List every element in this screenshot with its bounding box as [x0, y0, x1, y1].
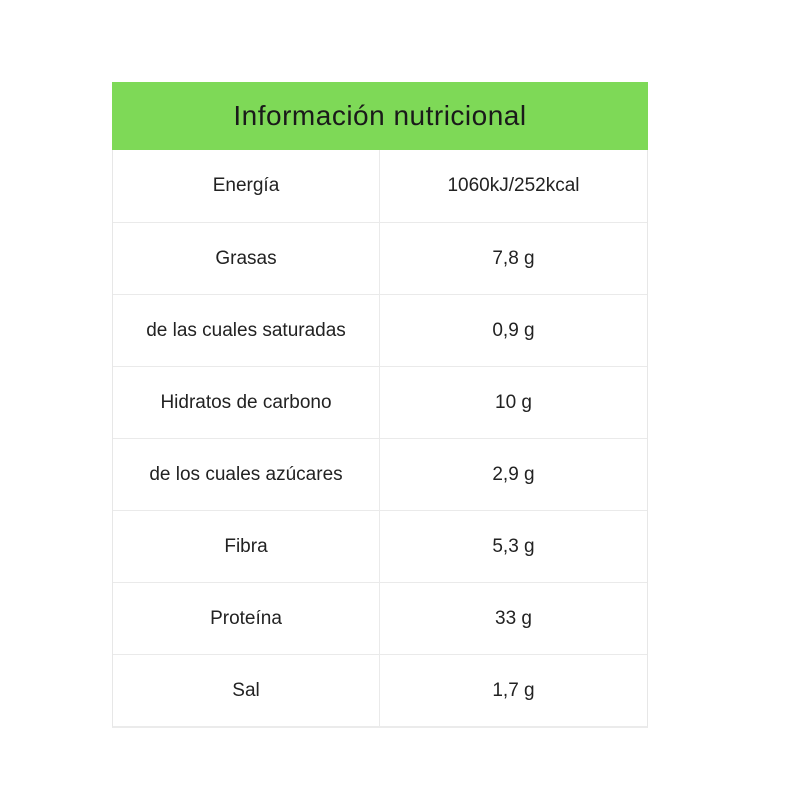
nutrient-label: Proteína — [113, 583, 380, 654]
table-row: de los cuales azúcares 2,9 g — [113, 438, 647, 510]
table-row: Proteína 33 g — [113, 582, 647, 654]
table-row: de las cuales saturadas 0,9 g — [113, 294, 647, 366]
nutrient-label: Fibra — [113, 511, 380, 582]
nutrient-value: 1,7 g — [492, 679, 535, 701]
table-body: Energía 1060kJ/252kcal Grasas 7,8 g de l… — [112, 150, 648, 728]
table-row: Sal 1,7 g — [113, 654, 647, 726]
nutrient-value: 0,9 g — [492, 319, 535, 341]
nutrient-label: Grasas — [113, 223, 380, 294]
table-row: Grasas 7,8 g — [113, 222, 647, 294]
nutrient-label: de las cuales saturadas — [113, 295, 380, 366]
table-header: Información nutricional — [112, 82, 648, 150]
nutrition-table: Información nutricional Energía 1060kJ/2… — [112, 82, 648, 728]
table-row: Fibra 5,3 g — [113, 510, 647, 582]
nutrient-label: Energía — [113, 150, 380, 222]
nutrient-value: 7,8 g — [492, 247, 535, 269]
nutrient-label: Hidratos de carbono — [113, 367, 380, 438]
nutrient-value: 33 g — [495, 607, 532, 629]
nutrient-value: 1060kJ/252kcal — [447, 175, 580, 196]
table-row: Energía 1060kJ/252kcal — [113, 150, 647, 222]
table-title: Información nutricional — [233, 100, 527, 131]
nutrient-value: 10 g — [495, 391, 532, 413]
table-row: Hidratos de carbono 10 g — [113, 366, 647, 438]
nutrient-value: 2,9 g — [492, 463, 535, 485]
nutrient-label: de los cuales azúcares — [113, 439, 380, 510]
nutrient-label: Sal — [113, 655, 380, 726]
nutrient-value: 5,3 g — [492, 535, 535, 557]
